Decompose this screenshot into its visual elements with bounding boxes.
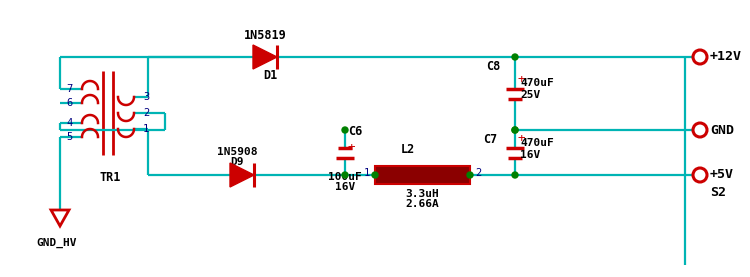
Text: C7: C7 (483, 133, 497, 146)
Circle shape (372, 172, 378, 178)
Text: C8: C8 (486, 60, 500, 73)
Text: D9: D9 (230, 157, 244, 167)
Text: 5: 5 (67, 132, 73, 142)
Polygon shape (230, 163, 254, 187)
Text: 2: 2 (475, 168, 482, 178)
Circle shape (512, 172, 518, 178)
Circle shape (512, 127, 518, 133)
Text: 16V: 16V (334, 183, 356, 193)
Text: D1: D1 (262, 69, 278, 82)
Text: +5V: +5V (710, 168, 734, 181)
Text: 1N5819: 1N5819 (244, 29, 286, 42)
Text: 1: 1 (143, 124, 149, 134)
Text: 2: 2 (143, 108, 149, 118)
Text: L2: L2 (400, 143, 415, 156)
Text: +: + (347, 141, 355, 154)
Circle shape (512, 127, 518, 133)
Text: 3: 3 (143, 92, 149, 102)
Text: C6: C6 (348, 125, 362, 138)
Text: +: + (517, 73, 524, 86)
Text: 470uF: 470uF (520, 78, 554, 88)
Polygon shape (253, 45, 277, 69)
Text: GND_HV: GND_HV (37, 238, 77, 248)
Text: 100uF: 100uF (328, 173, 362, 183)
Text: 4: 4 (67, 118, 73, 128)
Text: 470uF: 470uF (520, 137, 554, 147)
Text: 7: 7 (67, 84, 73, 94)
Text: GND: GND (710, 124, 734, 137)
Text: 1: 1 (364, 168, 370, 178)
Text: S2: S2 (710, 186, 726, 199)
Text: 2.66A: 2.66A (406, 199, 439, 209)
Text: 1N5908: 1N5908 (217, 147, 257, 157)
Text: TR1: TR1 (99, 171, 121, 184)
Text: 16V: 16V (520, 150, 540, 160)
Circle shape (512, 54, 518, 60)
Text: 25V: 25V (520, 91, 540, 101)
Circle shape (467, 172, 473, 178)
Circle shape (342, 172, 348, 178)
Circle shape (342, 127, 348, 133)
Text: +12V: +12V (710, 50, 742, 63)
Text: 6: 6 (67, 98, 73, 108)
Text: +: + (517, 132, 524, 145)
Text: 3.3uH: 3.3uH (406, 189, 439, 199)
FancyBboxPatch shape (375, 166, 470, 184)
